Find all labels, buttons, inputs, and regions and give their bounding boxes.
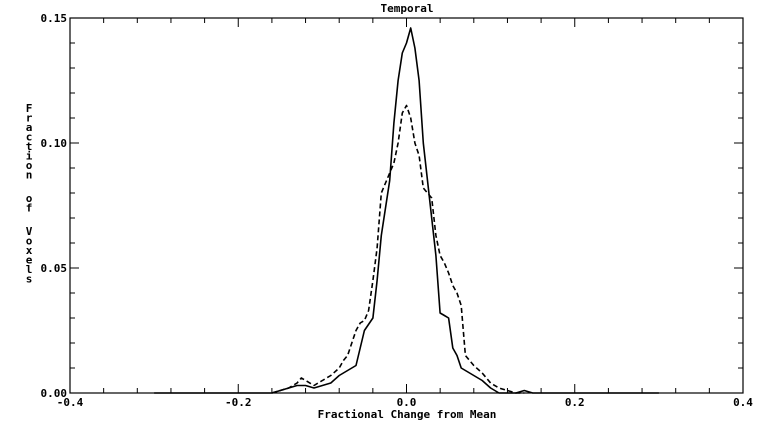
- chart-title: Temporal: [381, 2, 434, 15]
- x-tick-label: 0.0: [397, 396, 417, 409]
- x-tick-label: -0.4: [57, 396, 84, 409]
- y-tick-label: 0.05: [41, 262, 68, 275]
- x-tick-label: 0.2: [565, 396, 585, 409]
- y-tick-label: 0.15: [41, 12, 68, 25]
- x-tick-label: -0.2: [225, 396, 252, 409]
- series-line-dashed: [271, 104, 525, 394]
- x-axis-title: Fractional Change from Mean: [318, 408, 497, 421]
- plot-area: -0.4 -0.2 0.0 0.2 0.4 0.00 0.05 0.10 0.15: [41, 12, 754, 409]
- x-tick-label: 0.4: [733, 396, 753, 409]
- y-tick-label: 0.00: [41, 387, 68, 400]
- series-line-solid: [154, 27, 659, 394]
- y-tick-label: 0.10: [41, 137, 68, 150]
